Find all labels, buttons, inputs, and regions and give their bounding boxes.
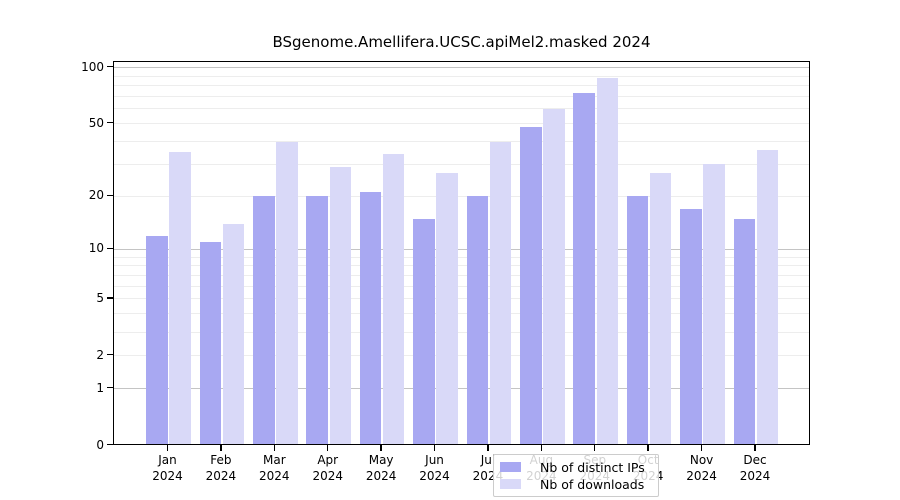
bar-downloads-nov (703, 164, 725, 445)
bar-downloads-jan (169, 152, 191, 445)
y-tick-label-10: 10 (88, 241, 104, 256)
x-tick-apr (327, 444, 329, 451)
x-tick-nov (700, 444, 703, 451)
plot-area: Nb of distinct IPs Nb of downloads (113, 60, 810, 497)
x-tick-label-may: May 2024 (365, 452, 397, 483)
bar-downloads-aug (543, 108, 565, 445)
bar-distinct-ips-mar (253, 196, 275, 445)
gridline-minor-2 (114, 355, 809, 357)
gridline-minor-3 (114, 331, 809, 333)
bar-downloads-apr (329, 167, 352, 445)
legend-label-distinct-ips: Nb of distinct IPs (540, 459, 645, 475)
gridline-minor-5 (114, 298, 809, 300)
gridline-minor-50 (114, 123, 809, 125)
bar-distinct-ips-dec (733, 218, 756, 445)
y-tick-10 (107, 247, 113, 249)
gridline-minor-70 (114, 96, 809, 98)
bar-distinct-ips-sep (573, 93, 595, 445)
bar-downloads-oct (649, 172, 672, 445)
x-tick-sep (594, 444, 596, 451)
y-tick-100 (107, 66, 113, 68)
legend-row-distinct-ips: Nb of distinct IPs (494, 460, 658, 475)
x-tick-jun (433, 444, 436, 451)
x-tick-dec (754, 444, 756, 451)
x-tick-jul (487, 444, 489, 451)
y-tick-label-20: 20 (88, 188, 104, 203)
bar-distinct-ips-jan (146, 235, 168, 445)
y-tick-label-50: 50 (88, 115, 104, 130)
y-tick-5 (107, 297, 113, 299)
gridline-major-10 (114, 248, 809, 250)
y-tick-20 (107, 194, 113, 196)
bar-distinct-ips-oct (626, 196, 649, 445)
gridline-minor-80 (114, 85, 809, 87)
gridline-minor-9 (114, 256, 809, 258)
legend-swatch-downloads (500, 479, 521, 489)
chart-title: BSgenome.Amellifera.UCSC.apiMel2.masked … (272, 33, 651, 51)
gridline-minor-40 (114, 141, 809, 142)
y-tick-1 (107, 387, 113, 389)
bar-distinct-ips-jul (466, 196, 489, 445)
bar-downloads-jun (436, 172, 458, 445)
x-tick-feb (220, 444, 222, 451)
y-tick-label-5: 5 (96, 290, 104, 305)
x-tick-may (380, 444, 382, 451)
y-tick-label-1: 1 (96, 380, 104, 395)
bar-downloads-sep (596, 78, 619, 445)
x-tick-label-dec: Dec 2024 (739, 452, 771, 483)
legend-row-downloads: Nb of downloads (494, 477, 658, 492)
legend-swatch-distinct-ips (500, 462, 521, 472)
gridline-major-100 (114, 67, 809, 69)
bar-distinct-ips-aug (520, 126, 542, 445)
bar-distinct-ips-may (359, 192, 382, 445)
bar-distinct-ips-feb (199, 242, 222, 445)
bar-downloads-jul (489, 141, 512, 445)
gridline-minor-60 (114, 108, 809, 110)
bar-distinct-ips-nov (680, 208, 702, 445)
y-tick-label-100: 100 (81, 59, 104, 74)
x-tick-label-jan: Jan 2024 (152, 452, 183, 483)
y-tick-label-0: 0 (96, 437, 104, 452)
bar-downloads-mar (276, 141, 298, 445)
y-tick-50 (107, 121, 113, 124)
legend-label-downloads: Nb of downloads (540, 476, 645, 492)
y-tick-label-2: 2 (96, 347, 104, 362)
x-tick-label-apr: Apr 2024 (312, 452, 343, 483)
gridline-minor-6 (114, 285, 809, 287)
x-tick-mar (273, 444, 275, 451)
gridline-minor-4 (114, 313, 809, 315)
bar-downloads-dec (756, 149, 779, 445)
bar-distinct-ips-apr (306, 196, 328, 445)
legend: Nb of distinct IPs Nb of downloads (493, 453, 659, 497)
bar-downloads-feb (222, 223, 245, 445)
gridline-minor-30 (114, 163, 809, 165)
bar-downloads-may (382, 154, 405, 445)
x-tick-aug (540, 444, 543, 451)
gridline-minor-8 (114, 265, 809, 267)
gridline-minor-20 (114, 195, 809, 197)
x-tick-label-jun: Jun 2024 (419, 452, 450, 483)
bar-distinct-ips-jun (413, 218, 435, 445)
x-tick-jan (166, 444, 169, 451)
x-tick-oct (647, 444, 649, 451)
x-tick-label-feb: Feb 2024 (205, 452, 237, 483)
x-tick-label-nov: Nov 2024 (686, 452, 717, 483)
y-tick-2 (107, 353, 113, 356)
y-tick-0 (107, 443, 113, 446)
gridline-minor-90 (114, 75, 809, 77)
gridline-minor-7 (114, 274, 809, 276)
gridline-major-1 (114, 388, 809, 390)
x-tick-label-mar: Mar 2024 (259, 452, 290, 483)
